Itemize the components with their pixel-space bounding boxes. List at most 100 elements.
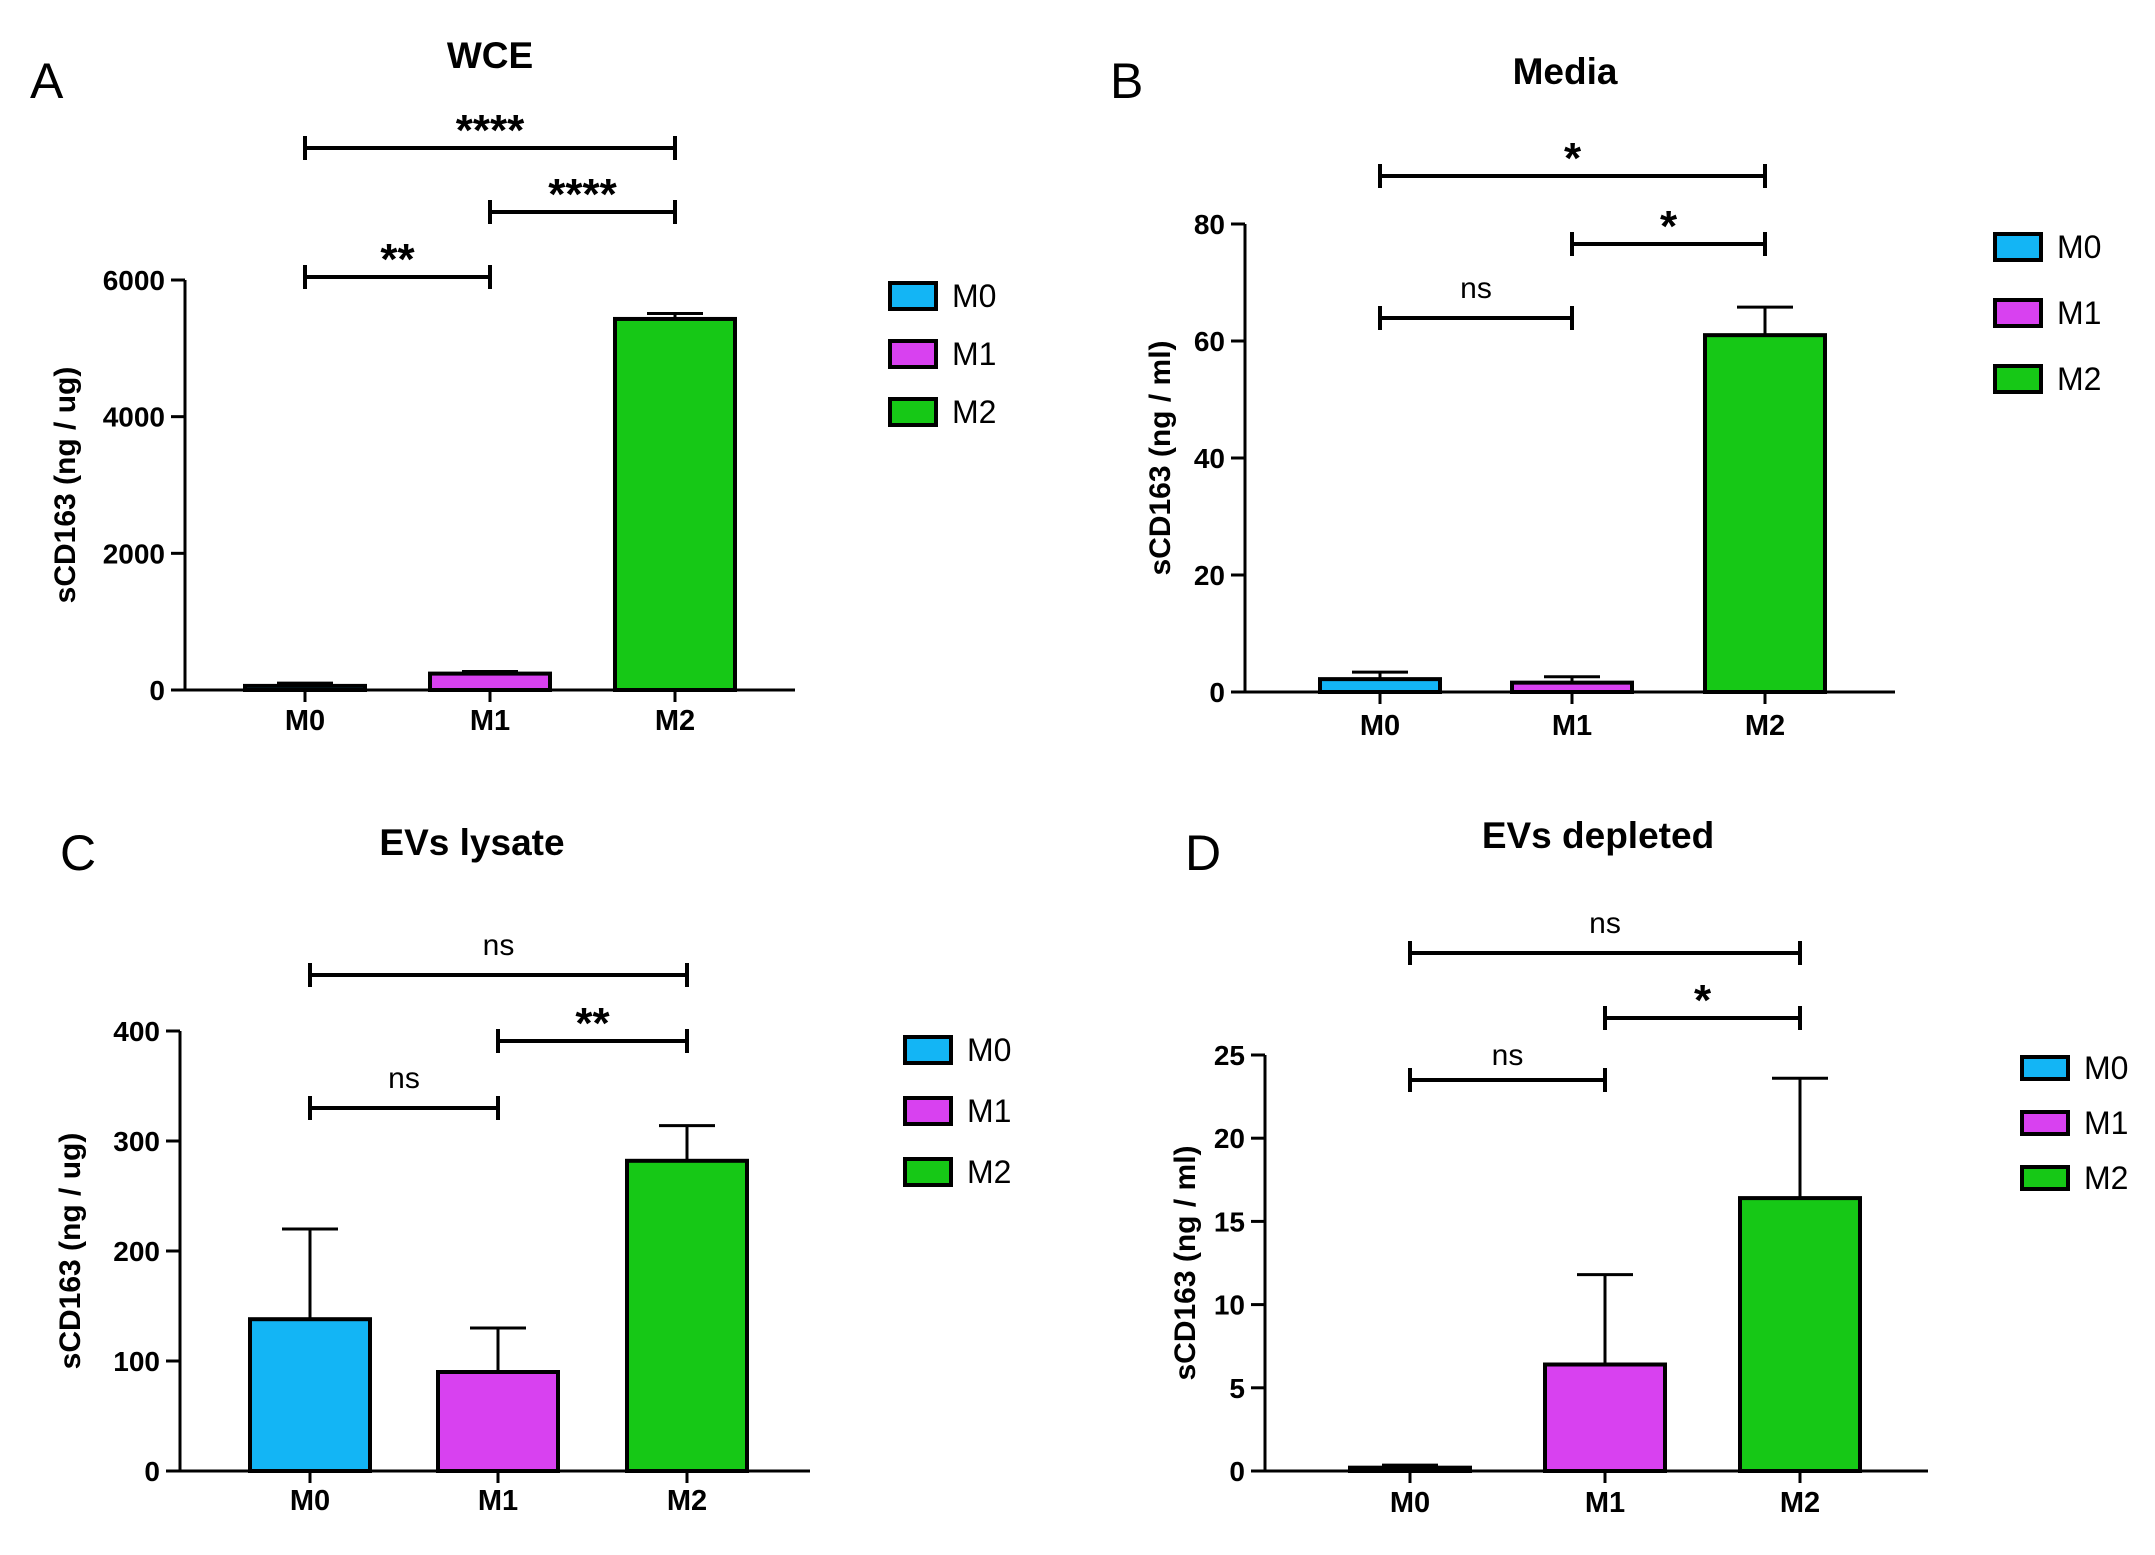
bar-m1 [436, 1370, 560, 1473]
y-tick-label: 10 [1214, 1290, 1245, 1321]
y-tick-label: 0 [1209, 677, 1225, 708]
legend-swatch-m2 [1993, 364, 2043, 394]
chart-title: EVs depleted [1482, 815, 1714, 856]
significance-bracket: ns [308, 1062, 500, 1120]
significance-bracket: ns [1408, 907, 1802, 965]
chart-panel-d: D EVs depleted sCD163 (ng / ml) 0 5 10 15 20 25 M… [1169, 815, 2128, 1519]
significance-label: ns [1492, 1039, 1524, 1072]
legend-label: M1 [2057, 295, 2101, 331]
x-tick-label: M1 [1552, 710, 1592, 742]
legend-swatch-m0 [903, 1035, 953, 1065]
bar-m1 [1543, 1362, 1667, 1474]
significance-bracket: ns [1378, 272, 1574, 330]
significance-label: ns [1460, 272, 1492, 305]
bar-m2 [1738, 1196, 1862, 1473]
legend-label: M2 [2084, 1160, 2128, 1196]
significance-label: ** [380, 235, 415, 284]
x-tick-label: M2 [667, 1485, 707, 1517]
significance-bracket: ** [496, 999, 689, 1053]
significance-bracket: * [1603, 976, 1802, 1030]
x-tick-label: M1 [478, 1485, 518, 1517]
significance-label: **** [548, 170, 617, 219]
bar-m0 [1318, 677, 1442, 695]
significance-label: ns [483, 929, 515, 962]
y-tick-label: 15 [1214, 1206, 1245, 1237]
legend-swatch-m0 [2020, 1055, 2070, 1081]
legend-label: M2 [2057, 361, 2101, 397]
y-tick-label: 100 [113, 1346, 160, 1377]
significance-bracket: * [1378, 134, 1767, 188]
legend: M0 M1 M2 [903, 1032, 1011, 1190]
legend-swatch-m2 [888, 397, 938, 427]
panel-letter: B [1110, 53, 1143, 109]
legend-label: M1 [2084, 1105, 2128, 1141]
y-tick-label: 0 [149, 675, 165, 706]
legend-label: M1 [967, 1093, 1011, 1129]
significance-bracket: * [1570, 202, 1767, 256]
chart-title: Media [1513, 51, 1618, 92]
y-axis-label: sCD163 (ng / ml) [1169, 1145, 1202, 1380]
legend-label: M1 [952, 336, 996, 372]
legend-swatch-m1 [1993, 298, 2043, 328]
legend-swatch-m0 [1993, 232, 2043, 262]
significance-label: ** [575, 999, 610, 1048]
chart-panel-a: A WCE sCD163 (ng / ug) 0 2000 4000 6000 M0 M1 M2 *… [30, 35, 996, 737]
legend-swatch-m1 [2020, 1110, 2070, 1136]
bar-m2 [613, 316, 737, 692]
x-tick-label: M2 [1780, 1487, 1820, 1519]
significance-bracket: **** [488, 170, 677, 224]
chart-panel-c: C EVs lysate sCD163 (ng / ug) 0 100 200 300 400… [54, 822, 1011, 1517]
bar-m1 [1510, 680, 1634, 695]
legend-swatch-m1 [888, 339, 938, 369]
y-tick-label: 40 [1194, 443, 1225, 474]
legend: M0 M1 M2 [888, 278, 996, 430]
x-tick-label: M0 [290, 1485, 330, 1517]
y-tick-label: 20 [1214, 1123, 1245, 1154]
chart-title: EVs lysate [379, 822, 564, 863]
bar-m2 [1703, 333, 1827, 694]
y-tick-label: 400 [113, 1016, 160, 1047]
bar-m0 [1348, 1465, 1472, 1473]
y-tick-label: 60 [1194, 326, 1225, 357]
significance-bracket: **** [303, 106, 677, 160]
y-tick-label: 5 [1229, 1373, 1245, 1404]
y-tick-label: 300 [113, 1126, 160, 1157]
panel-letter: A [30, 53, 64, 109]
x-tick-label: M0 [285, 705, 325, 737]
bar-m0 [248, 1317, 372, 1473]
y-tick-label: 6000 [103, 265, 165, 296]
significance-label: * [1694, 976, 1712, 1025]
legend-swatch-m1 [903, 1096, 953, 1126]
y-axis-label: sCD163 (ng / ug) [54, 1133, 87, 1370]
significance-bracket: ** [303, 235, 492, 289]
y-tick-label: 20 [1194, 560, 1225, 591]
significance-label: ns [1589, 907, 1621, 940]
x-tick-label: M2 [1745, 710, 1785, 742]
legend-label: M0 [2057, 229, 2101, 265]
y-tick-label: 200 [113, 1236, 160, 1267]
chart-title: WCE [447, 35, 533, 76]
significance-label: * [1564, 134, 1582, 183]
significance-bracket: ns [308, 929, 689, 987]
x-tick-label: M1 [470, 705, 510, 737]
panel-letter: C [60, 825, 96, 881]
chart-panel-b: B Media sCD163 (ng / ml) 0 20 40 60 80 M0 M1 M2 ns *… [1110, 51, 2101, 742]
significance-bracket: ns [1408, 1039, 1607, 1092]
bar-m2 [625, 1158, 749, 1474]
significance-label: ns [388, 1062, 420, 1095]
legend-label: M0 [952, 278, 996, 314]
x-tick-label: M0 [1390, 1487, 1430, 1519]
y-axis-label: sCD163 (ng / ml) [1144, 340, 1177, 575]
y-tick-label: 2000 [103, 538, 165, 569]
legend-swatch-m2 [2020, 1165, 2070, 1191]
legend-label: M0 [2084, 1050, 2128, 1086]
y-tick-label: 25 [1214, 1040, 1245, 1071]
y-tick-label: 80 [1194, 209, 1225, 240]
legend-label: M0 [967, 1032, 1011, 1068]
x-tick-label: M0 [1360, 710, 1400, 742]
legend-label: M2 [967, 1154, 1011, 1190]
legend-swatch-m0 [888, 281, 938, 311]
legend: M0 M1 M2 [2020, 1050, 2128, 1196]
legend: M0 M1 M2 [1993, 229, 2101, 397]
